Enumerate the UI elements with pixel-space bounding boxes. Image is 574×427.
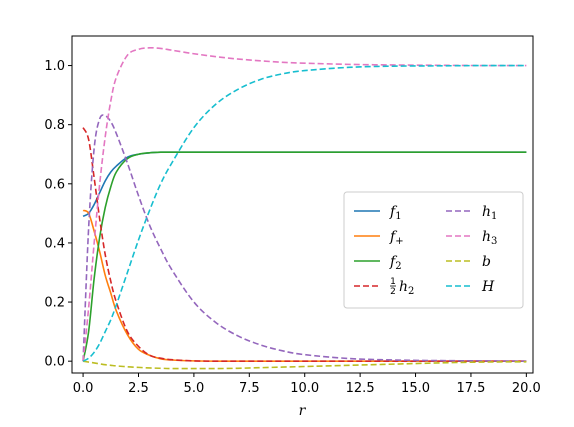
x-axis-label: r — [299, 403, 307, 419]
legend-entry-label: h3 — [482, 229, 497, 247]
x-tick-label: 17.5 — [456, 381, 485, 396]
x-axis: 0.0 2.5 5.0 7.5 10.0 12.5 15.0 17.5 20.0 — [73, 373, 541, 396]
legend-entry-label: h2 — [399, 279, 414, 297]
x-tick-label: 15.0 — [401, 381, 430, 396]
y-tick-label: 0.2 — [44, 296, 65, 311]
x-tick-label: 5.0 — [184, 381, 205, 396]
x-tick-label: 0.0 — [73, 381, 94, 396]
x-tick-label: 2.5 — [128, 381, 149, 396]
y-tick-label: 0.0 — [44, 355, 65, 370]
legend-fraction-num: 1 — [390, 277, 396, 287]
legend-entry-label: f1 — [389, 204, 402, 222]
legend: f1 f+ f2 12 h2 h1 h3 bH — [343, 191, 524, 309]
y-tick-label: 0.6 — [44, 177, 65, 192]
series-line-7 — [82, 64, 527, 362]
series-line-2 — [82, 151, 527, 362]
legend-entry-label: f2 — [389, 254, 402, 272]
legend-entry-label: f+ — [389, 229, 404, 247]
legend-entry-label: b — [482, 254, 491, 270]
y-tick-label: 1.0 — [44, 59, 65, 74]
legend-fraction-den: 2 — [390, 287, 396, 297]
plot-frame — [71, 35, 534, 374]
plot-lines — [82, 46, 527, 370]
series-line-4 — [82, 114, 527, 362]
series-line-3 — [82, 127, 527, 362]
x-tick-label: 10.0 — [290, 381, 319, 396]
y-tick-label: 0.8 — [44, 118, 65, 133]
y-axis: 0.0 0.2 0.4 0.6 0.8 1.0 — [44, 59, 72, 370]
x-tick-label: 20.0 — [512, 381, 541, 396]
legend-entry-label: H — [481, 279, 495, 295]
x-tick-label: 7.5 — [239, 381, 260, 396]
legend-entry-label: h1 — [482, 204, 497, 222]
y-tick-label: 0.4 — [44, 236, 65, 251]
x-tick-label: 12.5 — [346, 381, 375, 396]
series-line-5 — [82, 46, 527, 362]
legend-box — [343, 191, 524, 309]
series-line-6 — [82, 360, 527, 370]
